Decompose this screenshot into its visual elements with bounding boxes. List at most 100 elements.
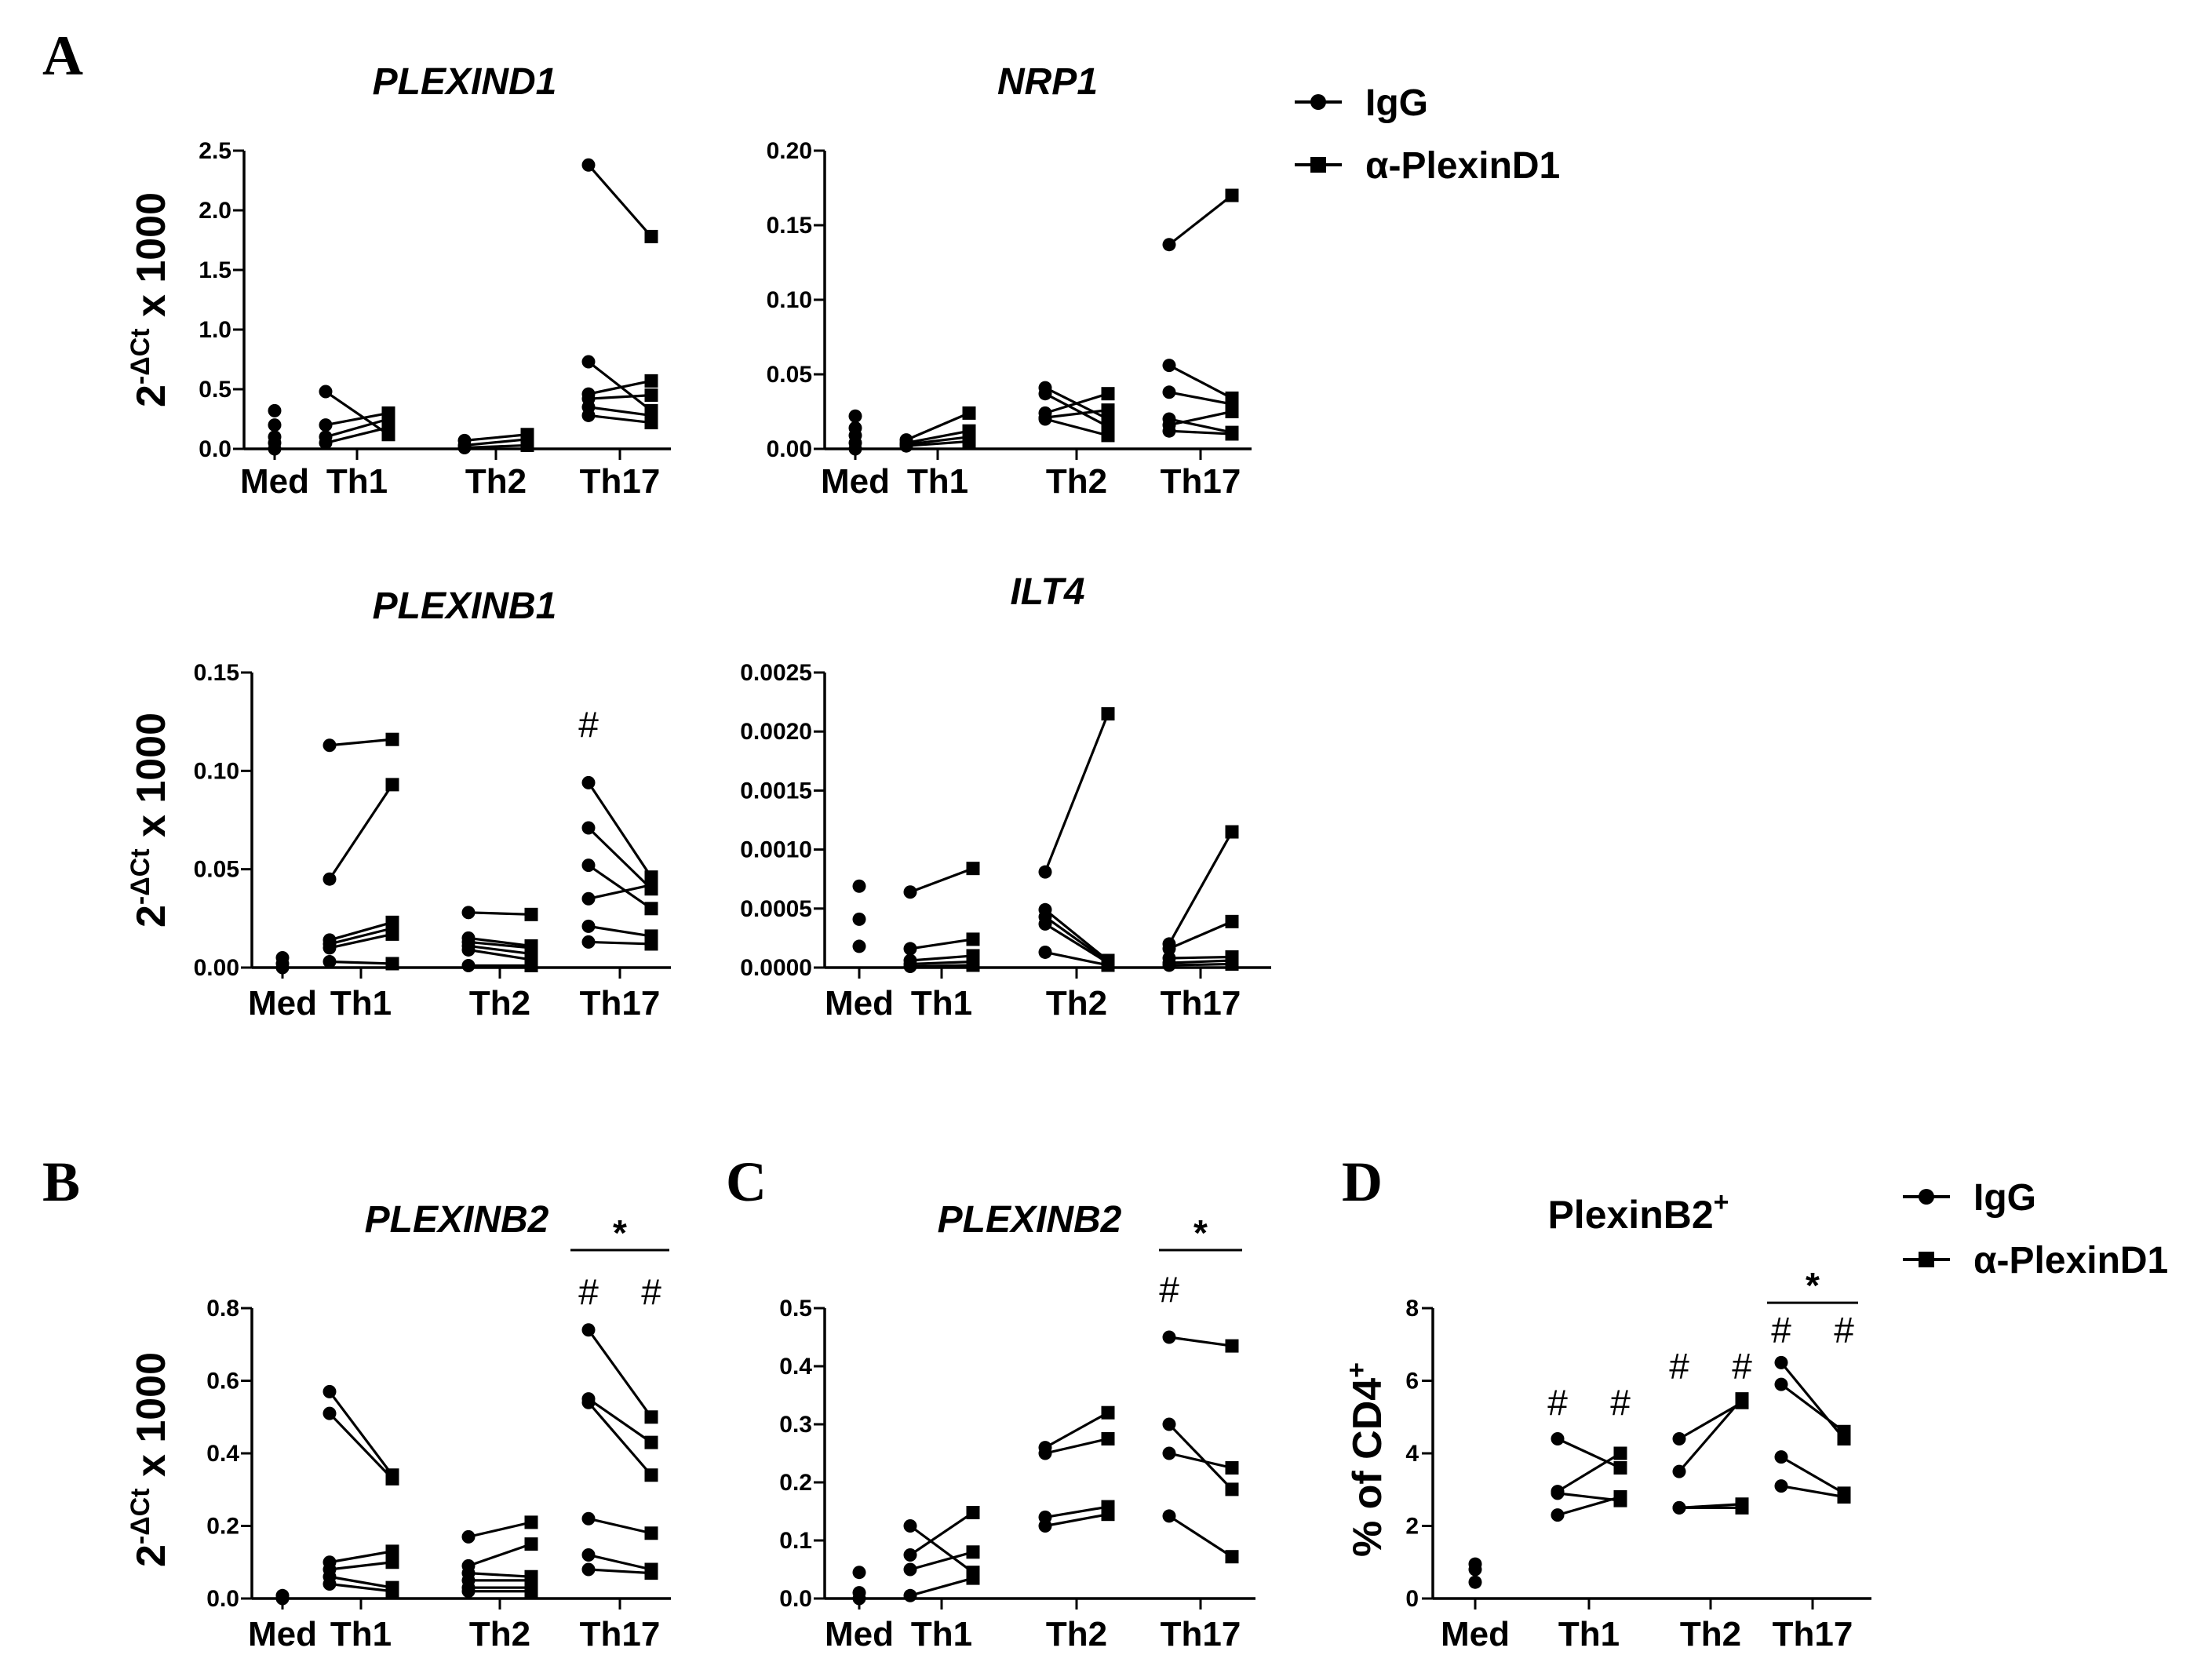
y-tick-label: 0.1 [779, 1528, 812, 1554]
y-label-base: 2 [129, 1544, 174, 1567]
data-point-anti-plexind1 [1225, 1339, 1239, 1353]
x-category-label: Med [248, 984, 317, 1023]
pair-connector-line [329, 738, 393, 747]
pair-connector-line [1557, 1495, 1621, 1517]
data-point-igg [275, 950, 290, 964]
data-point-igg [903, 942, 917, 956]
pair-connector-line [1780, 1456, 1845, 1495]
data-point-anti-plexind1 [1225, 188, 1239, 202]
data-point-anti-plexind1 [1735, 1497, 1749, 1511]
pair-connector-line [329, 1550, 393, 1564]
data-point-igg [323, 738, 337, 753]
pair-connector-line [1044, 916, 1109, 963]
data-point-anti-plexind1 [385, 1584, 399, 1599]
y-axis-label-text: 2-ΔCt x 1000 [126, 713, 174, 928]
pair-connector-line [909, 1551, 974, 1571]
legend-marker-square [1919, 1252, 1934, 1267]
pair-connector-line [1044, 1411, 1109, 1449]
x-category-label: Th17 [1773, 1615, 1853, 1653]
data-point-igg [323, 941, 337, 955]
data-point-igg [1038, 1446, 1052, 1460]
pair-connector-line [588, 924, 652, 938]
data-point-anti-plexind1 [966, 932, 980, 946]
legend-top: IgG α-PlexinD1 [1295, 82, 1560, 187]
data-point-igg [1162, 1330, 1176, 1344]
data-point-anti-plexind1 [524, 1515, 538, 1529]
y-tick-label: 0.4 [206, 1441, 239, 1467]
x-category-label: Med [825, 984, 894, 1023]
data-point-anti-plexind1 [385, 778, 399, 792]
panel-letter: A [42, 24, 83, 87]
data-point-igg [1774, 1450, 1788, 1464]
legend-label: α-PlexinD1 [1973, 1240, 2168, 1281]
data-point-igg [268, 430, 282, 444]
data-point-anti-plexind1 [962, 435, 976, 448]
chart-panel-nrp1: NRP1 0.00 0.05 0.10 0.15 0.20 Med Th1 Th2 Th17 [767, 61, 1252, 501]
y-tick-label: 0 [1405, 1586, 1419, 1612]
pair-connector-line [1168, 364, 1233, 399]
data-point-igg [903, 1562, 917, 1577]
data-point-igg [323, 1384, 337, 1398]
pair-connector-line [1044, 392, 1109, 428]
significance-star: * [613, 1212, 627, 1253]
y-tick-label: 0.4 [779, 1354, 812, 1380]
pair-connector-line [1044, 922, 1109, 964]
x-category-label: Th1 [911, 984, 972, 1023]
x-category-label: Med [825, 1615, 894, 1653]
chart-panel-plexinb2-b: B PLEXINB2 2-ΔCt x 1000 0.0 0.2 0.4 0.6 0.8 Med T… [42, 1150, 671, 1653]
pair-connector-line [906, 436, 970, 446]
y-axis-label-text: % of CD4+ [1342, 1362, 1390, 1557]
y-tick-label: 2 [1405, 1514, 1419, 1540]
y-axis-label-text: 2-ΔCt x 1000 [126, 192, 174, 407]
pair-connector-line [1168, 920, 1233, 950]
pair-connector-line [328, 1391, 394, 1476]
pair-connector-line [909, 938, 974, 950]
x-category-label: Th2 [469, 1615, 530, 1653]
x-category-label: Th17 [580, 1615, 661, 1653]
pair-connector-line [587, 782, 653, 878]
legend-marker-circle [1919, 1189, 1934, 1205]
legend-marker-circle [1310, 94, 1326, 110]
data-point-igg [903, 885, 917, 899]
data-point-igg [1162, 958, 1176, 972]
pair-connector-line [1044, 1505, 1109, 1518]
pair-connector-line [1168, 1452, 1233, 1470]
pair-connector-line [329, 932, 393, 950]
pair-connector-line [909, 960, 974, 966]
x-category-label: Th17 [1161, 1615, 1241, 1653]
panel-title: NRP1 [997, 61, 1098, 103]
significance-hash: # [578, 705, 599, 746]
pair-connector-line [1168, 955, 1233, 960]
chart-panel-plexinb2-c: C PLEXINB2 0.0 0.1 0.2 0.3 0.4 0.5 Med Th1 Th2 Th17… [726, 1150, 1255, 1653]
pair-connector-line [1044, 713, 1110, 873]
data-point-anti-plexind1 [966, 862, 980, 876]
pair-connector-line [464, 433, 528, 442]
data-point-anti-plexind1 [644, 388, 658, 403]
data-point-igg [1672, 1500, 1686, 1515]
x-category-label: Th2 [1680, 1615, 1741, 1653]
pair-connector-line [329, 1575, 393, 1589]
data-point-igg [848, 421, 862, 435]
x-category-label: Th17 [1161, 462, 1241, 501]
pair-connector-line [587, 1329, 653, 1418]
pair-connector-line [1780, 1362, 1846, 1440]
pair-connector-line [1044, 409, 1109, 419]
data-point-igg [903, 959, 917, 973]
data-point-igg [1038, 387, 1052, 401]
data-point-igg [581, 935, 596, 949]
y-tick-label: 0.20 [767, 138, 812, 164]
data-point-igg [581, 1548, 596, 1562]
data-point-anti-plexind1 [524, 1537, 538, 1551]
data-point-igg [1162, 238, 1176, 252]
data-point-anti-plexind1 [524, 907, 538, 921]
data-point-igg [581, 775, 596, 789]
data-point-igg [1038, 945, 1052, 959]
pair-connector-line [1044, 392, 1109, 414]
data-point-igg [581, 158, 596, 172]
y-tick-label: 0.05 [194, 857, 239, 883]
data-point-igg [581, 408, 596, 422]
x-category-label: Th2 [1046, 1615, 1107, 1653]
data-point-anti-plexind1 [1225, 957, 1239, 971]
significance-star: * [1806, 1265, 1820, 1306]
